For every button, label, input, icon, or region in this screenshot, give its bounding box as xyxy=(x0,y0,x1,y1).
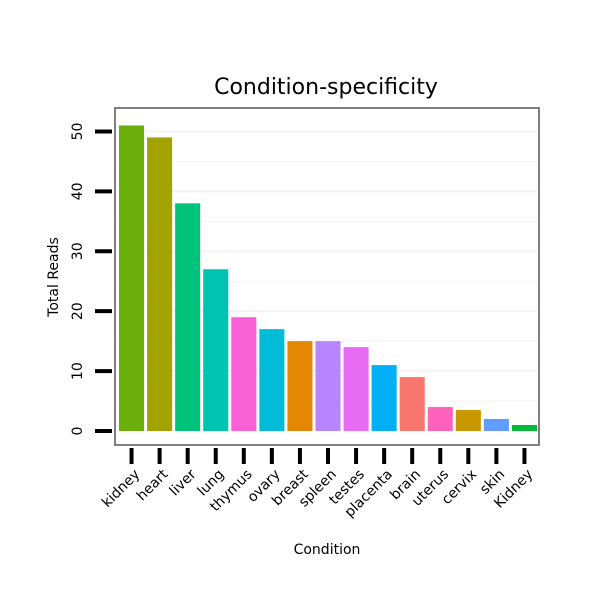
bar-uterus-11 xyxy=(427,407,453,431)
y-tick-label: 0 xyxy=(70,427,86,436)
y-tick-label: 10 xyxy=(70,362,86,380)
bar-brain-10 xyxy=(399,377,425,431)
bar-cervix-12 xyxy=(455,410,481,431)
bar-heart-1 xyxy=(147,137,173,431)
bars xyxy=(119,125,537,431)
bar-spleen-7 xyxy=(315,341,341,431)
bar-skin-13 xyxy=(483,419,509,431)
chart-title: Condition-specificity xyxy=(214,75,438,100)
x-axis-title: Condition xyxy=(294,542,361,558)
bar-testes-8 xyxy=(343,347,369,431)
bar-liver-2 xyxy=(175,203,201,431)
y-tick-label: 40 xyxy=(70,182,86,200)
y-tick-label: 30 xyxy=(70,242,86,260)
x-tick-label: heart xyxy=(134,466,172,504)
y-tick-label: 20 xyxy=(70,302,86,320)
y-axis: 0 10 20 30 40 50 xyxy=(70,123,112,436)
x-tick-label: liver xyxy=(167,466,200,499)
y-tick-label: 50 xyxy=(70,123,86,141)
y-axis-title: Total Reads xyxy=(46,237,62,318)
bar-thymus-4 xyxy=(231,317,257,431)
bar-kidney-0 xyxy=(119,125,145,431)
bar-placenta-9 xyxy=(371,365,397,431)
bar-ovary-5 xyxy=(259,329,285,431)
bar-breast-6 xyxy=(287,341,313,431)
x-axis: kidneyheartliverlungthymusovarybreastspl… xyxy=(99,448,536,521)
bar-lung-3 xyxy=(203,269,229,431)
bar-kidney-14 xyxy=(511,425,537,431)
